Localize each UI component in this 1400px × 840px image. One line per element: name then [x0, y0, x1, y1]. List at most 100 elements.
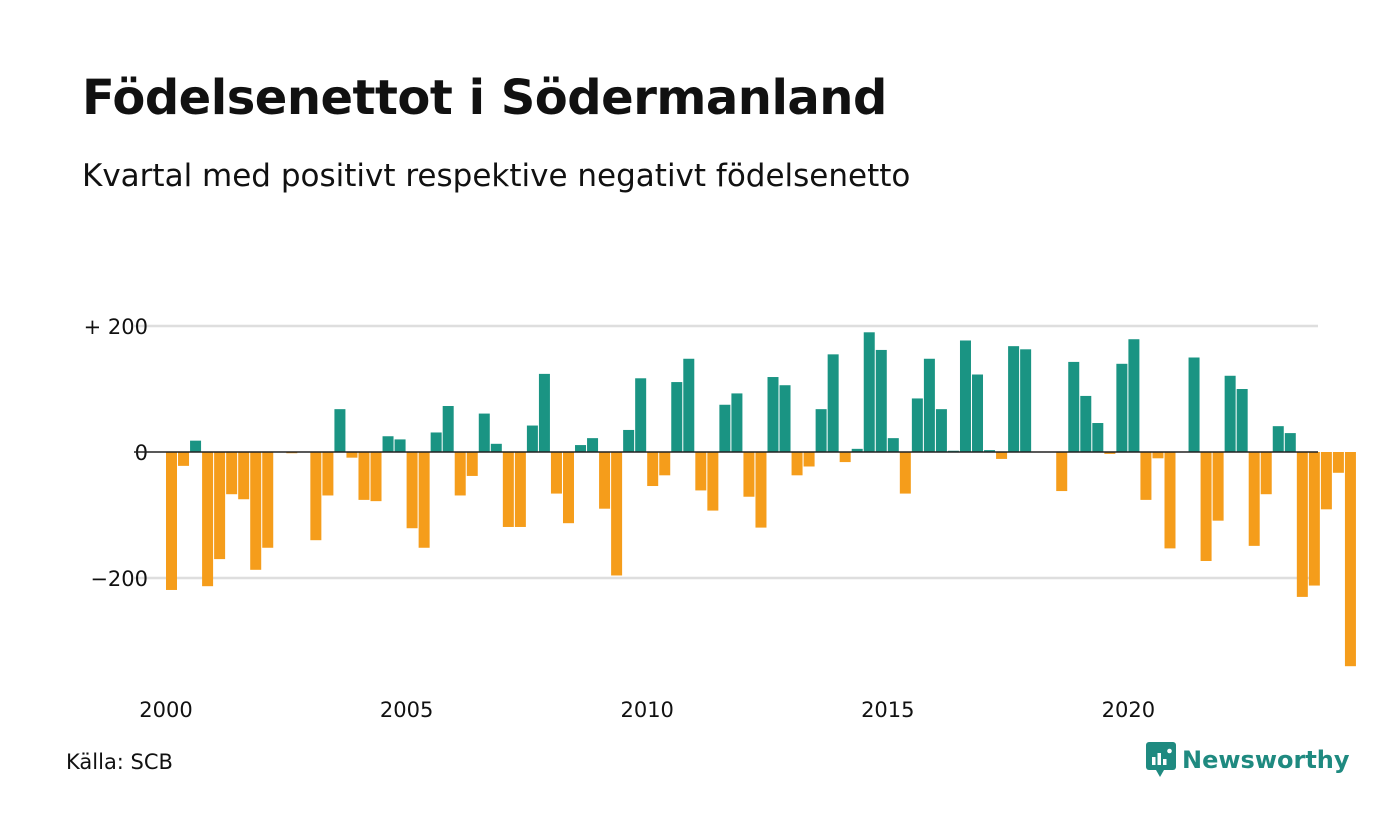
bar-negative: [238, 452, 250, 500]
bar-negative: [1056, 452, 1068, 492]
bar-positive: [683, 358, 695, 452]
bars: [166, 332, 1356, 667]
bar-negative: [214, 452, 226, 560]
grid-lines: [134, 324, 1318, 580]
bar-positive: [911, 398, 923, 452]
bar-negative: [647, 452, 659, 487]
newsworthy-logo-icon: [1146, 742, 1176, 777]
bar-positive: [972, 374, 984, 452]
bar-positive: [394, 439, 406, 452]
bar-negative: [322, 452, 334, 496]
bar-positive: [1188, 357, 1200, 452]
bar-negative: [502, 452, 514, 527]
bar-negative: [659, 452, 671, 476]
bar-positive: [887, 438, 899, 452]
bar-positive: [587, 438, 599, 452]
bar-negative: [755, 452, 767, 528]
bar-positive: [1068, 361, 1080, 452]
bar-positive: [719, 404, 731, 452]
bar-positive: [575, 445, 587, 452]
bar-negative: [791, 452, 803, 476]
bar-positive: [430, 432, 442, 452]
bar-negative: [1212, 452, 1224, 521]
x-tick-label: 2015: [861, 698, 914, 722]
bar-positive: [442, 406, 454, 452]
x-tick-label: 2005: [380, 698, 433, 722]
bar-negative: [611, 452, 623, 576]
bar-negative: [743, 452, 755, 497]
bar-negative: [550, 452, 562, 494]
bar-positive: [935, 409, 947, 452]
bar-negative: [310, 452, 322, 541]
bar-positive: [671, 382, 683, 452]
bar-negative: [707, 452, 719, 511]
bar-positive: [1092, 423, 1104, 452]
bar-negative: [418, 452, 430, 548]
bar-negative: [178, 452, 190, 466]
y-tick-label: −200: [90, 567, 148, 591]
bar-positive: [767, 377, 779, 452]
bar-negative: [1320, 452, 1332, 510]
bar-positive: [827, 354, 839, 452]
bar-positive: [623, 429, 635, 452]
bar-positive: [1236, 389, 1248, 452]
bar-positive: [1128, 339, 1140, 452]
bar-negative: [1248, 452, 1260, 546]
bar-positive: [1272, 426, 1284, 452]
bar-positive: [538, 373, 550, 452]
bar-negative: [250, 452, 262, 570]
bar-negative: [996, 452, 1008, 459]
bar-positive: [815, 409, 827, 452]
bar-negative: [1164, 452, 1176, 549]
brand-name: Newsworthy: [1182, 746, 1350, 774]
source-note: Källa: SCB: [66, 750, 173, 774]
bar-negative: [562, 452, 574, 524]
bar-positive: [1284, 433, 1296, 452]
bar-negative: [1260, 452, 1272, 495]
y-tick-label: 0: [135, 441, 148, 465]
y-tick-label: + 200: [84, 315, 148, 339]
bar-positive: [1008, 346, 1020, 452]
bar-negative: [599, 452, 611, 509]
bar-negative: [1344, 452, 1356, 667]
bar-negative: [1308, 452, 1320, 586]
bar-negative: [899, 452, 911, 494]
bar-negative: [466, 452, 478, 476]
bar-positive: [478, 413, 490, 452]
bar-negative: [1296, 452, 1308, 597]
bar-positive: [984, 450, 996, 452]
bar-positive: [490, 443, 502, 452]
bar-positive: [959, 340, 971, 452]
bar-negative: [454, 452, 466, 496]
bar-positive: [1116, 363, 1128, 452]
bar-positive: [1224, 375, 1236, 452]
bar-positive: [1020, 349, 1032, 452]
x-tick-label: 2000: [139, 698, 192, 722]
bar-negative: [166, 452, 177, 590]
bar-positive: [875, 349, 887, 452]
bar-positive: [526, 425, 538, 452]
bar-negative: [1332, 452, 1344, 473]
bar-negative: [695, 452, 707, 491]
bar-negative: [358, 452, 370, 500]
brand-logo[interactable]: Newsworthy: [1146, 742, 1350, 778]
bar-negative: [226, 452, 238, 495]
bar-positive: [382, 436, 394, 452]
bar-negative: [262, 452, 274, 548]
bar-negative: [346, 452, 358, 458]
bar-positive: [190, 440, 202, 452]
bar-negative: [1200, 452, 1212, 561]
axes: + 200 0 −200 2000 2005 2010 2015 2020: [84, 315, 1318, 722]
bar-positive: [1080, 395, 1092, 452]
bar-positive: [863, 332, 875, 452]
bar-negative: [839, 452, 851, 463]
bar-positive: [923, 358, 935, 452]
chart-subtitle: Kvartal med positivt respektive negativt…: [82, 158, 911, 194]
bar-positive: [851, 448, 863, 452]
bar-negative: [803, 452, 815, 467]
bar-negative: [1104, 452, 1116, 454]
bar-negative: [1140, 452, 1152, 500]
bar-positive: [334, 409, 346, 452]
bar-negative: [1152, 452, 1164, 459]
